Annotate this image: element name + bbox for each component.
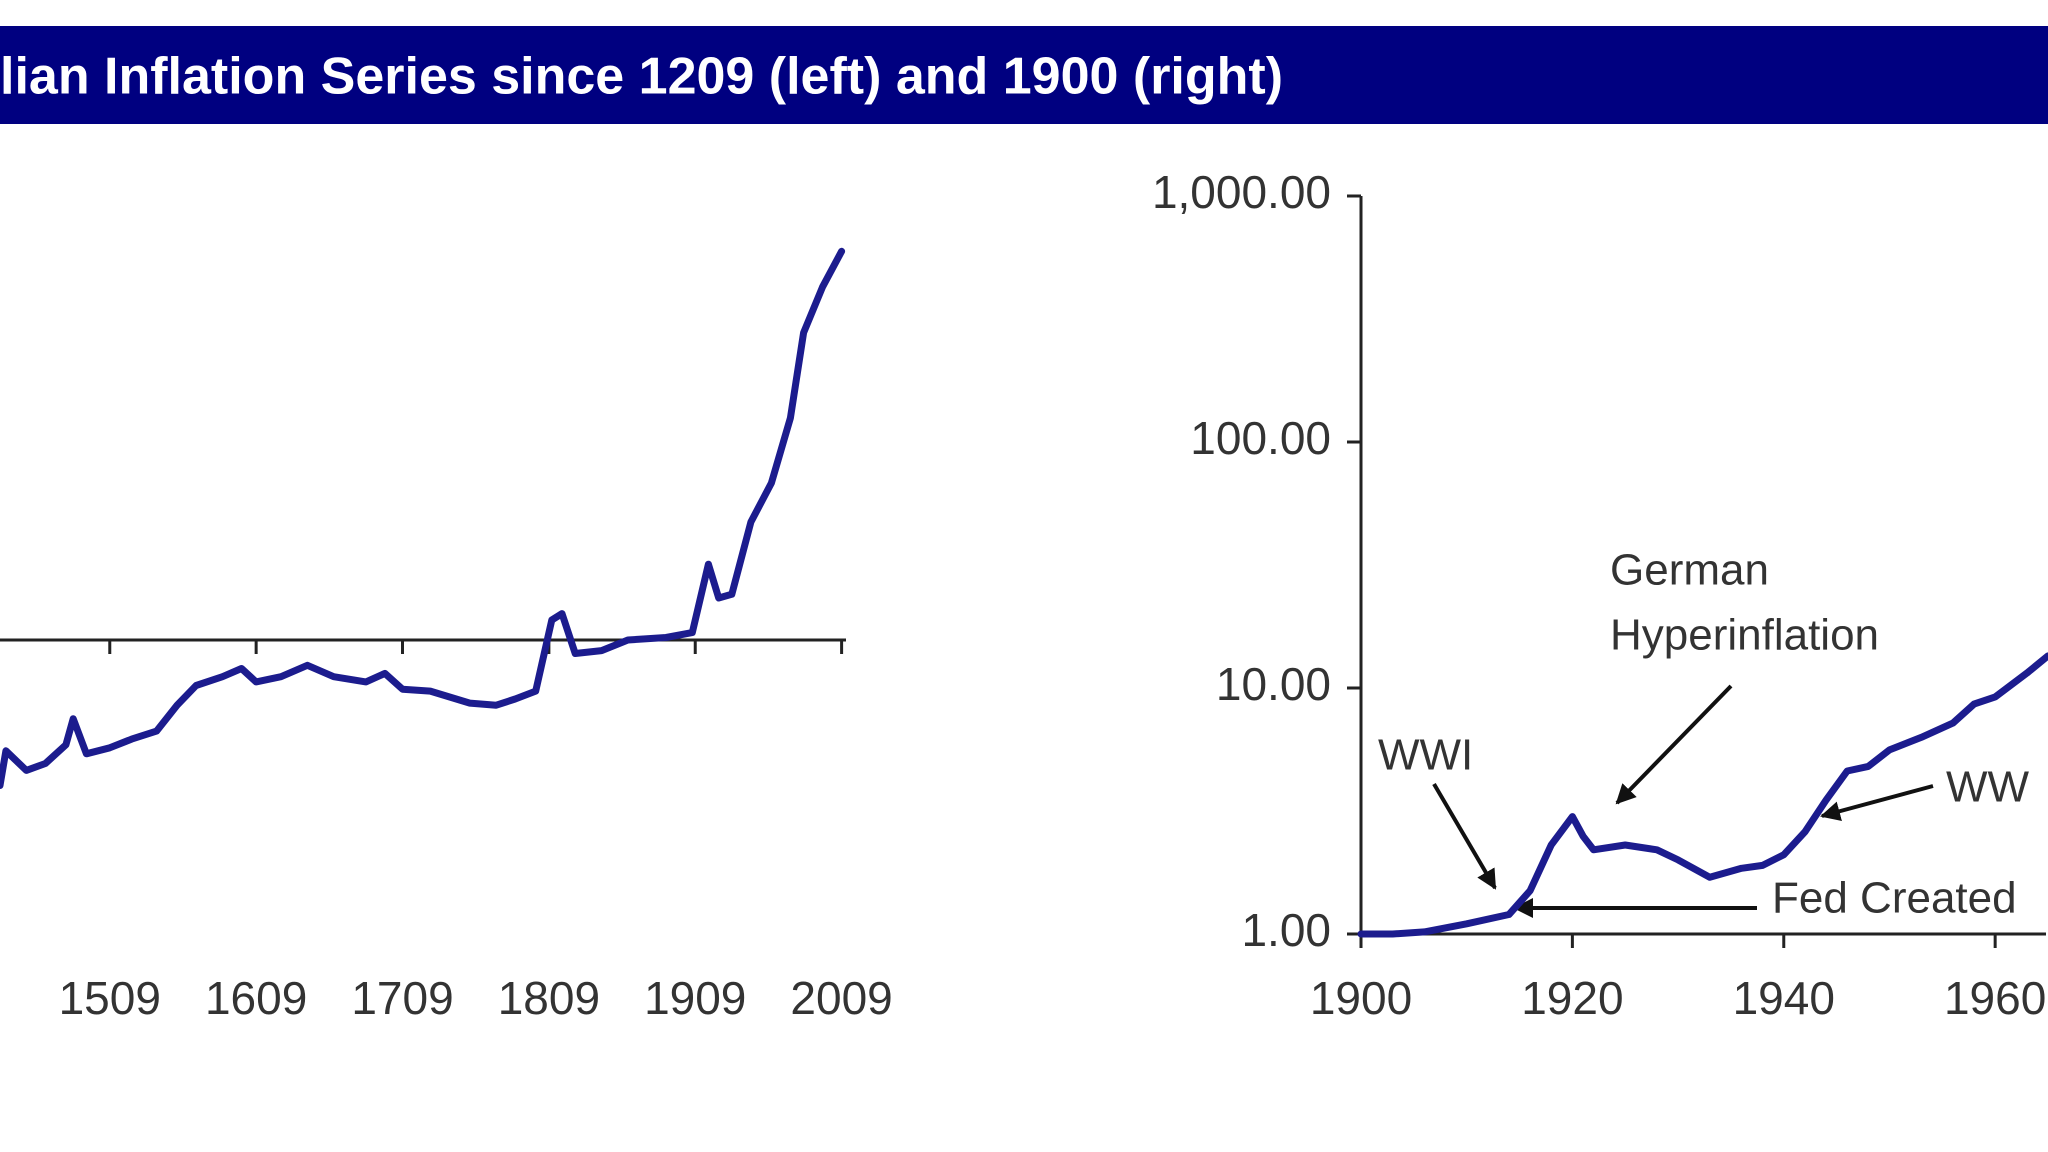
x-tick-label: 1900: [1310, 972, 1412, 1024]
x-tick-label: 2009: [790, 972, 892, 1024]
x-tick-label: 1909: [644, 972, 746, 1024]
y-tick-label: 10.00: [1216, 658, 1331, 710]
annotation: Hyperinflation: [1610, 611, 1879, 660]
title-bar: [0, 26, 2048, 124]
annotation-arrow: [1615, 684, 1733, 805]
data-line: [0, 247, 846, 789]
annotation-arrow: [1432, 782, 1497, 890]
chart-title: lian Inflation Series since 1209 (left) …: [0, 48, 1283, 106]
x-tick-label: 1509: [59, 972, 161, 1024]
x-tick-label: 1709: [351, 972, 453, 1024]
y-tick-label: 1.00: [1241, 904, 1331, 956]
annotation: WWI: [1378, 731, 1473, 780]
data-line: [1357, 652, 2048, 938]
annotation: Fed Created: [1772, 874, 2017, 923]
x-tick-label: 1940: [1733, 972, 1835, 1024]
y-tick-label: 1,000.00: [1152, 166, 1331, 218]
x-tick-label: 1609: [205, 972, 307, 1024]
x-tick-label: 1920: [1521, 972, 1623, 1024]
x-tick-label: 1960: [1944, 972, 2046, 1024]
y-tick-label: 100.00: [1190, 412, 1331, 464]
annotation-arrow: [1820, 784, 1934, 821]
annotation: German: [1610, 546, 1769, 595]
x-tick-label: 1809: [498, 972, 600, 1024]
annotation: WW: [1946, 763, 2030, 812]
